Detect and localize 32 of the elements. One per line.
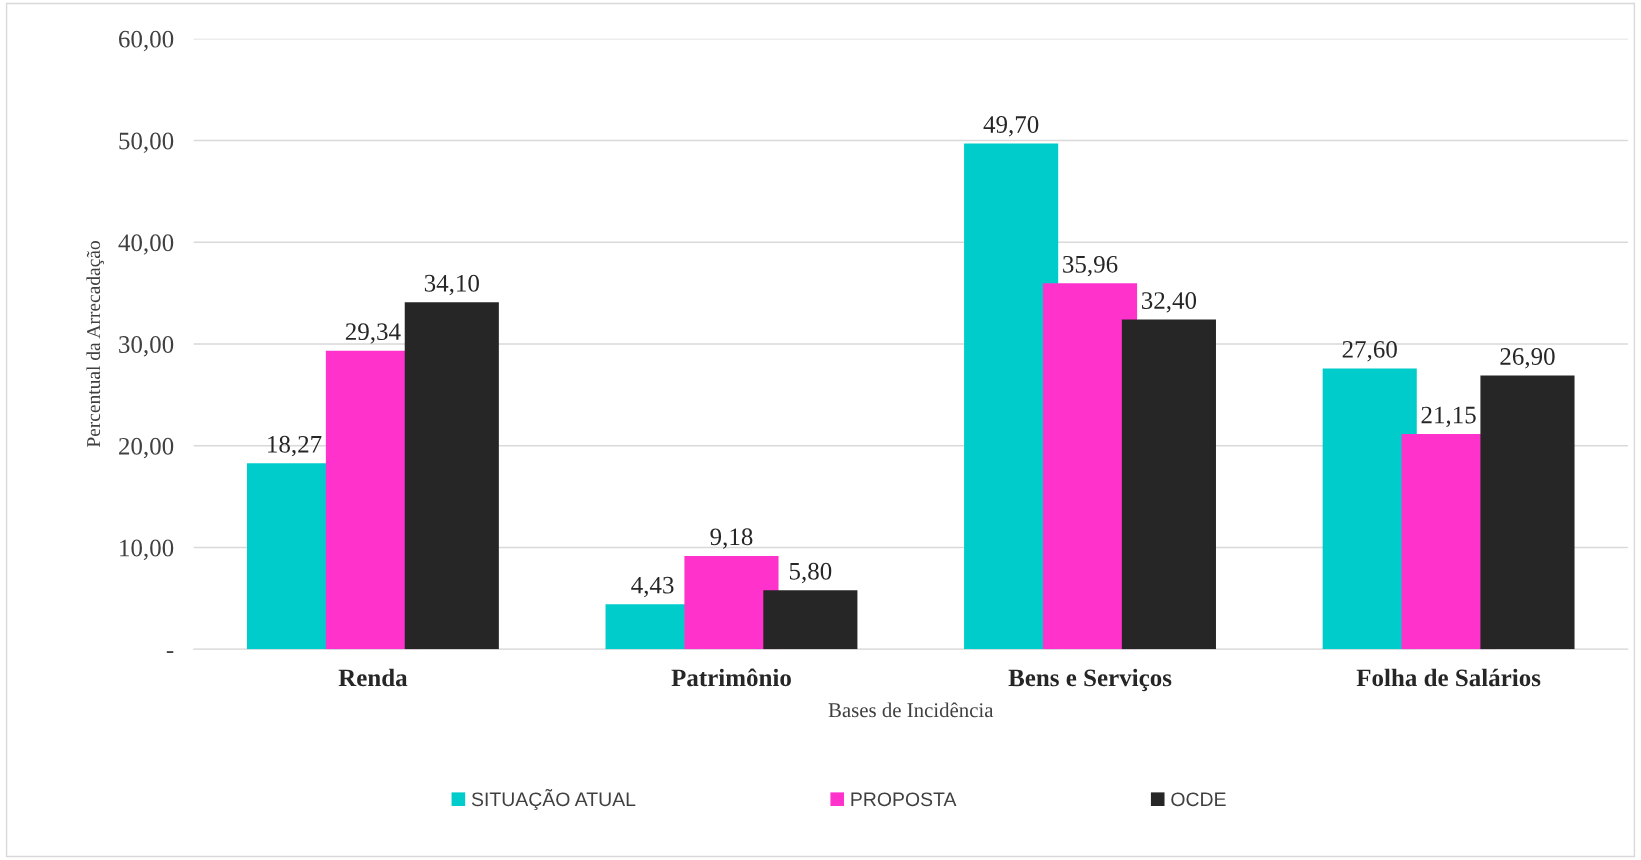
data-label: 27,60 <box>1342 340 1397 362</box>
y-tick-label: 30,00 <box>119 336 174 357</box>
bar <box>1480 375 1575 650</box>
data-label: 18,27 <box>268 435 322 457</box>
data-label: 5,80 <box>789 562 832 584</box>
data-label: 21,15 <box>1421 406 1476 428</box>
y-tick-label: 20,00 <box>119 437 174 459</box>
x-tick-label: Patrimônio <box>671 668 791 687</box>
legend-label: PROPOSTA <box>851 792 957 807</box>
data-label: 35,96 <box>1063 255 1118 277</box>
legend-label: SITUAÇÃO ATUAL <box>471 788 636 811</box>
legend-label: OCDE <box>1171 792 1226 807</box>
y-tick-label: 10,00 <box>120 539 174 561</box>
data-label: 4,43 <box>631 576 674 598</box>
x-tick-label: Bens e Serviços <box>1008 668 1172 692</box>
x-tick-label: Renda <box>338 668 408 687</box>
bar <box>763 590 858 650</box>
data-label: 34,10 <box>424 274 479 296</box>
x-axis-title: Bases de Incidência <box>828 702 994 718</box>
bar <box>404 302 499 650</box>
y-tick-label: 40,00 <box>118 234 174 255</box>
y-axis-title: Percentual da Arrecadação <box>86 241 105 448</box>
data-label: 49,70 <box>983 116 1039 137</box>
y-tick-label: - <box>166 651 174 654</box>
data-label: 32,40 <box>1141 292 1197 313</box>
x-tick-label: Folha de Salários <box>1356 668 1541 687</box>
data-label: 26,90 <box>1500 348 1555 369</box>
bar <box>1121 319 1216 650</box>
data-label: 9,18 <box>710 528 753 549</box>
data-label: 29,34 <box>345 323 401 344</box>
y-tick-label: 60,00 <box>119 30 174 52</box>
y-tick-label: 50,00 <box>119 132 174 153</box>
